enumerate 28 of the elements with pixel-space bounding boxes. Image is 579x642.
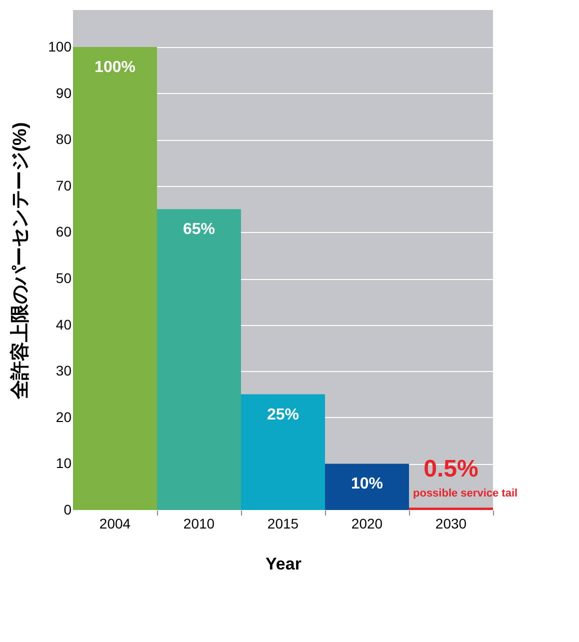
- x-tick-label: 2020: [351, 516, 383, 532]
- annotation: possible service tail: [413, 488, 518, 500]
- bar: [325, 464, 409, 510]
- y-tick-label: 70: [56, 177, 72, 194]
- data-label: 100%: [94, 59, 136, 76]
- y-tick-label: 0: [64, 502, 72, 518]
- bar: [157, 209, 241, 510]
- y-tick-label: 80: [56, 131, 72, 148]
- y-tick-label: 40: [56, 316, 72, 332]
- y-tick-label: 90: [56, 84, 72, 101]
- bar: [73, 47, 157, 510]
- data-label: 25%: [266, 406, 300, 424]
- y-tick-label: 60: [56, 224, 72, 240]
- y-tick-label: 10: [56, 455, 72, 472]
- x-axis-title: Year: [266, 554, 302, 574]
- y-tick-label: 50: [56, 270, 72, 286]
- data-label: 0.5%: [424, 456, 478, 483]
- y-tick-label: 100: [48, 38, 72, 55]
- x-tick-label: 2010: [183, 516, 215, 532]
- y-axis-title: 全許容上限のパーセンテージ(%): [9, 122, 32, 400]
- bar: [241, 394, 325, 510]
- x-tick-label: 2004: [99, 516, 131, 532]
- data-label: 65%: [182, 221, 216, 238]
- y-tick-label: 20: [56, 408, 72, 425]
- x-tick-label: 2030: [435, 516, 467, 532]
- data-label: 10%: [350, 476, 384, 493]
- x-tick-label: 2015: [267, 516, 299, 532]
- y-tick-label: 30: [56, 362, 72, 379]
